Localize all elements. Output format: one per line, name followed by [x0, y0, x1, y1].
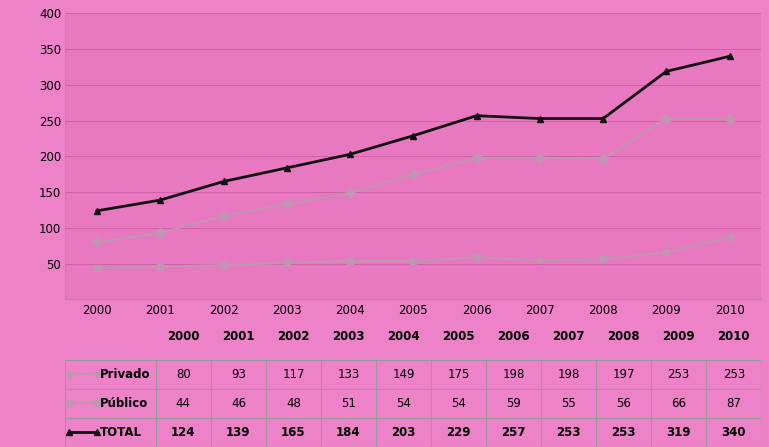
- Text: 44: 44: [176, 397, 191, 410]
- Text: 184: 184: [336, 426, 361, 439]
- Bar: [65, 360, 761, 389]
- Text: 55: 55: [561, 397, 576, 410]
- Text: 2002: 2002: [277, 330, 310, 343]
- Text: 253: 253: [557, 426, 581, 439]
- Text: 2004: 2004: [388, 330, 420, 343]
- Text: 229: 229: [446, 426, 471, 439]
- Text: 54: 54: [451, 397, 466, 410]
- Text: Público: Público: [100, 397, 148, 410]
- Text: Privado: Privado: [100, 368, 151, 381]
- Text: 340: 340: [721, 426, 746, 439]
- Text: 2007: 2007: [552, 330, 585, 343]
- Text: 133: 133: [338, 368, 360, 381]
- Text: 2009: 2009: [662, 330, 695, 343]
- Text: 253: 253: [723, 368, 745, 381]
- Text: 198: 198: [502, 368, 524, 381]
- Text: 257: 257: [501, 426, 526, 439]
- Text: 2005: 2005: [442, 330, 475, 343]
- Text: 149: 149: [392, 368, 414, 381]
- Text: 66: 66: [671, 397, 686, 410]
- Text: 2010: 2010: [717, 330, 750, 343]
- Text: 165: 165: [281, 426, 306, 439]
- Text: 56: 56: [616, 397, 631, 410]
- Text: 48: 48: [286, 397, 301, 410]
- Text: 203: 203: [391, 426, 416, 439]
- Text: 2008: 2008: [608, 330, 640, 343]
- Text: 2001: 2001: [222, 330, 255, 343]
- Text: 51: 51: [341, 397, 356, 410]
- Bar: [65, 418, 761, 447]
- Text: 93: 93: [231, 368, 246, 381]
- Text: 2006: 2006: [498, 330, 530, 343]
- Text: 198: 198: [558, 368, 580, 381]
- Text: 319: 319: [667, 426, 691, 439]
- Text: 253: 253: [667, 368, 690, 381]
- Text: 124: 124: [171, 426, 195, 439]
- Text: 2003: 2003: [332, 330, 365, 343]
- Text: 175: 175: [448, 368, 470, 381]
- Text: 80: 80: [176, 368, 191, 381]
- Bar: [65, 389, 761, 418]
- Text: 87: 87: [727, 397, 741, 410]
- Text: 46: 46: [231, 397, 246, 410]
- Text: 2000: 2000: [167, 330, 200, 343]
- Text: 54: 54: [396, 397, 411, 410]
- Text: 139: 139: [226, 426, 251, 439]
- Text: 59: 59: [506, 397, 521, 410]
- Text: 117: 117: [282, 368, 305, 381]
- Text: TOTAL: TOTAL: [100, 426, 142, 439]
- Text: 197: 197: [612, 368, 635, 381]
- Text: 253: 253: [611, 426, 636, 439]
